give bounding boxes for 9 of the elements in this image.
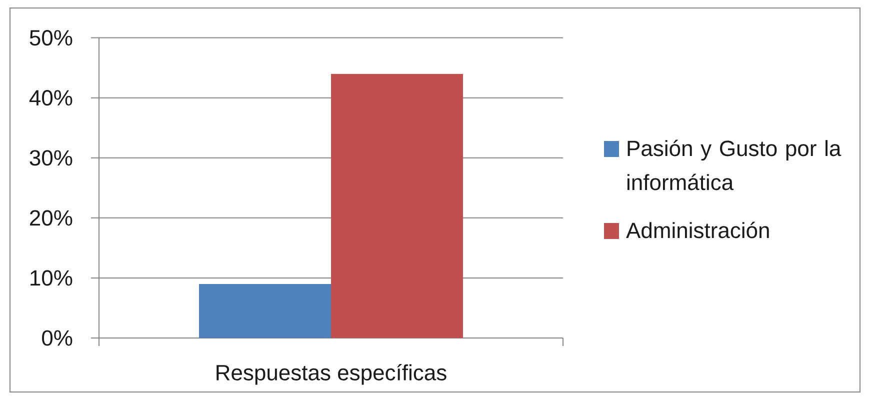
legend-label: Pasión y Gusto por la informática [627, 140, 842, 190]
y-tick-label: 20% [30, 210, 72, 226]
legend-label: Administración [626, 222, 769, 238]
y-tick-label: 10% [30, 270, 72, 286]
y-tick-label: 0% [42, 330, 72, 346]
y-tick-label: 40% [29, 90, 72, 106]
y-tick-label: 30% [30, 150, 72, 166]
y-tick-label: 50% [30, 30, 72, 46]
x-tick-label: Respuestas específicas [216, 364, 446, 385]
